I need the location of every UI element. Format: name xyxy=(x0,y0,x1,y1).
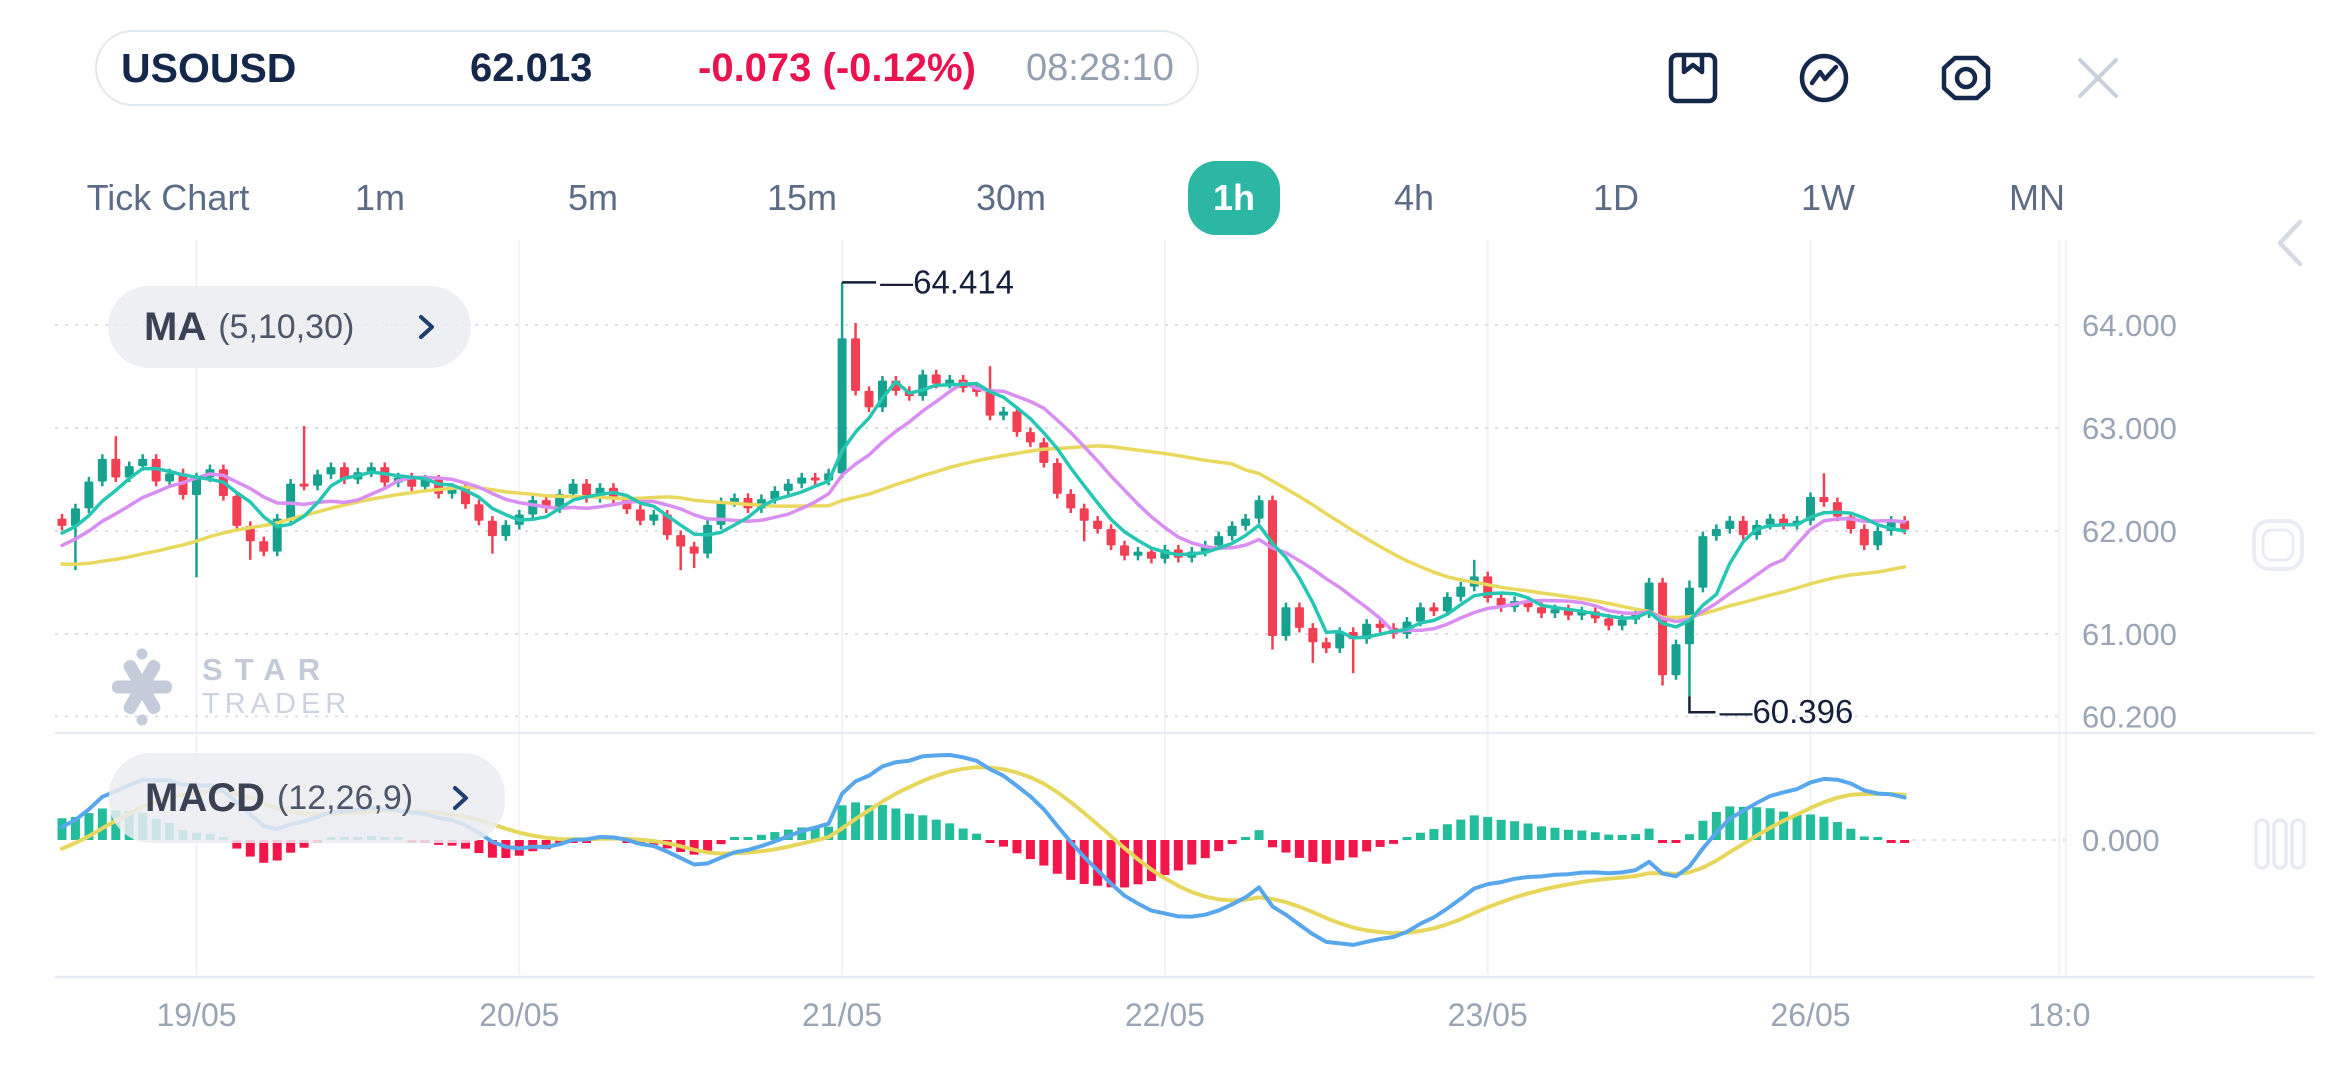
svg-text:19/05: 19/05 xyxy=(156,997,236,1033)
tab-30m[interactable]: 30m xyxy=(975,177,1047,218)
tab-1m[interactable]: 1m xyxy=(354,177,406,218)
svg-text:22/05: 22/05 xyxy=(1125,997,1205,1033)
star-logo-icon xyxy=(112,648,172,726)
price-annotations: —64.414 —60.396 xyxy=(842,263,1853,730)
svg-text:60.200: 60.200 xyxy=(2082,699,2177,734)
macd-zero-label: 0.000 xyxy=(2082,823,2160,858)
svg-text:23/05: 23/05 xyxy=(1448,997,1528,1033)
drag-handle-bars-icon[interactable] xyxy=(2254,818,2306,870)
price-axis-labels: 64.000 63.000 62.000 61.000 60.200 0.000 xyxy=(2082,308,2177,858)
ma5-line xyxy=(60,379,1907,640)
last-price: 62.013 xyxy=(470,46,593,90)
ma-indicator-pill[interactable]: MA (5,10,30) xyxy=(108,286,471,368)
rounded-square-tool-icon[interactable] xyxy=(2252,519,2304,571)
quote-time: 08:28:10 xyxy=(1026,47,1174,89)
ma-indicator-params: (5,10,30) xyxy=(218,307,355,346)
svg-text:62.000: 62.000 xyxy=(2082,514,2177,549)
symbol-label: USOUSD xyxy=(121,45,297,91)
low-annotation: —60.396 xyxy=(1719,693,1853,730)
tab-mn[interactable]: MN xyxy=(2009,177,2065,218)
tab-4h[interactable]: 4h xyxy=(1393,177,1435,218)
timeframe-tabs: Tick Chart 1m 5m 15m 30m 1h 4h 1D 1W MN xyxy=(0,160,2340,236)
tab-1w[interactable]: 1W xyxy=(1801,177,1855,218)
svg-text:26/05: 26/05 xyxy=(1770,997,1850,1033)
chevron-right-icon xyxy=(453,786,468,810)
ma-indicator-name: MA xyxy=(144,304,207,349)
macd-indicator-params: (12,26,9) xyxy=(276,778,414,817)
svg-text:21/05: 21/05 xyxy=(802,997,882,1033)
watermark-title: STAR xyxy=(202,652,333,687)
tab-1d[interactable]: 1D xyxy=(1592,177,1640,218)
time-axis-labels: 19/05 20/05 21/05 22/05 23/05 26/05 18:0 xyxy=(156,997,2090,1033)
trend-circle-icon[interactable] xyxy=(1798,52,1850,104)
svg-text:20/05: 20/05 xyxy=(479,997,559,1033)
macd-indicator-name: MACD xyxy=(145,775,265,820)
panel-collapse-chevron-icon[interactable] xyxy=(2277,219,2303,267)
tab-tick-chart[interactable]: Tick Chart xyxy=(86,177,250,218)
ma30-line xyxy=(60,444,1907,620)
high-annotation: —64.414 xyxy=(880,263,1014,300)
svg-text:64.000: 64.000 xyxy=(2082,308,2177,343)
watermark-subtitle: TRADER xyxy=(202,688,352,720)
tab-15m[interactable]: 15m xyxy=(766,177,838,218)
bookmark-icon[interactable] xyxy=(1668,52,1718,104)
watermark: STAR TRADER xyxy=(100,645,351,729)
price-change: -0.073 (-0.12%) xyxy=(698,46,976,90)
chevron-right-icon xyxy=(419,315,434,339)
candlestick-series xyxy=(57,282,1910,697)
close-icon[interactable] xyxy=(2072,52,2124,104)
svg-text:61.000: 61.000 xyxy=(2082,617,2177,652)
svg-text:18:0: 18:0 xyxy=(2028,997,2090,1033)
settings-nut-icon[interactable] xyxy=(1938,52,1994,104)
quote-header: USOUSD 62.013 -0.073 (-0.12%) 08:28:10 xyxy=(95,30,1199,106)
tab-1h[interactable]: 1h xyxy=(1188,161,1280,235)
tab-5m[interactable]: 5m xyxy=(567,177,619,218)
svg-text:63.000: 63.000 xyxy=(2082,411,2177,446)
macd-indicator-pill[interactable]: MACD (12,26,9) xyxy=(109,753,505,843)
